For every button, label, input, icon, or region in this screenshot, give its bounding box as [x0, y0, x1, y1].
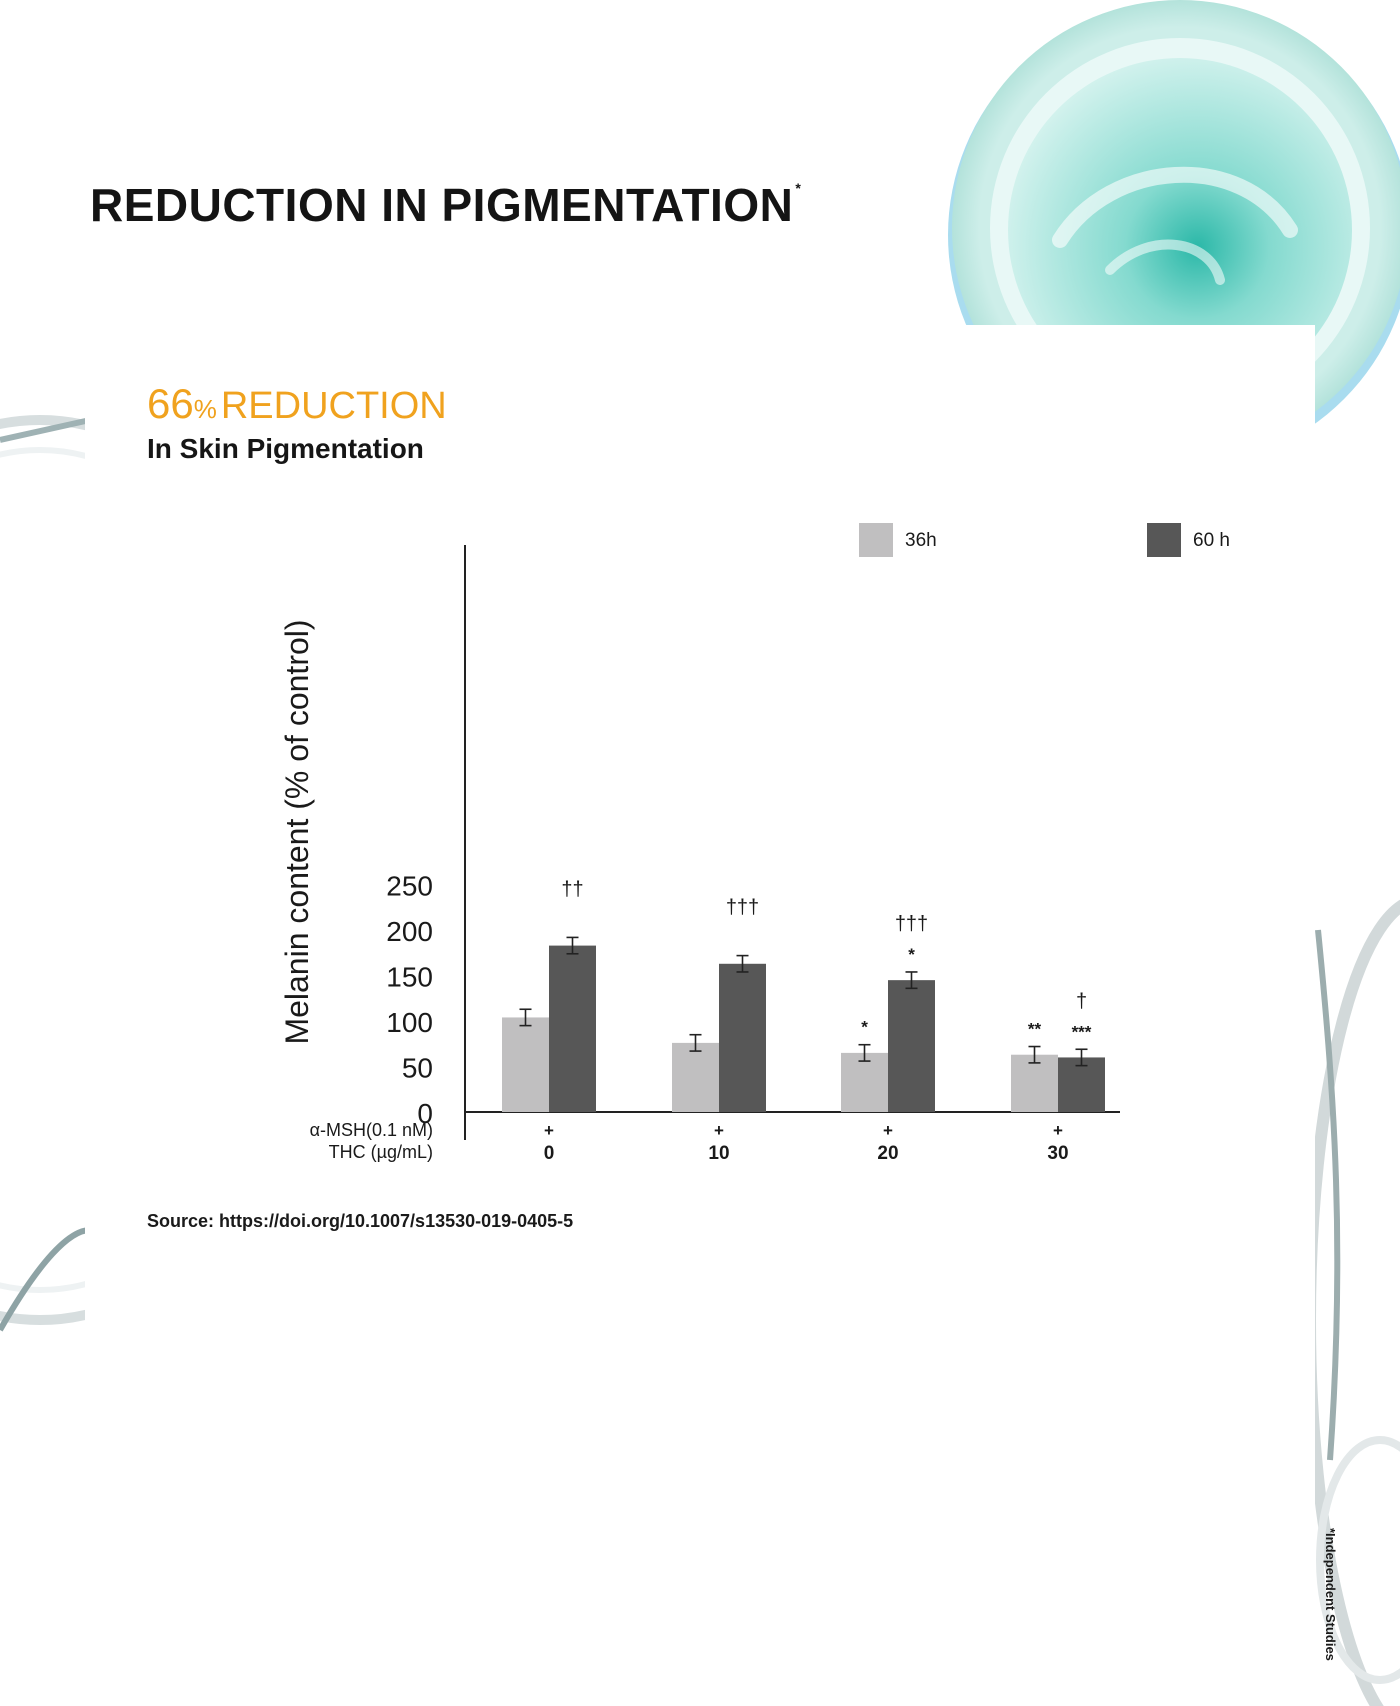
significance-mark: †† — [561, 878, 583, 900]
headline-percent: % — [193, 394, 217, 424]
x-category-labels: +0 +10 +20 +30 — [544, 1121, 1069, 1164]
significance-mark: † — [1076, 990, 1087, 1012]
msh-plus-label: + — [544, 1121, 554, 1140]
chart-legend: 36h 60 h — [859, 523, 1230, 557]
title-footnote-mark: * — [795, 180, 802, 196]
y-tick-label: 250 — [386, 871, 433, 902]
legend-label: 60 h — [1193, 530, 1230, 551]
y-tick-label: 100 — [386, 1007, 433, 1038]
page-title-text: REDUCTION IN PIGMENTATION — [90, 179, 794, 231]
significance-mark: * — [908, 945, 915, 964]
page-title: REDUCTION IN PIGMENTATION * — [90, 178, 801, 232]
bar-36h-30 — [1011, 1054, 1058, 1112]
bar-series: †††††**†††** ***† — [502, 878, 1105, 1112]
significance-mark: *** — [1072, 1022, 1092, 1041]
row-label-msh: α-MSH(0.1 nM) — [310, 1120, 433, 1140]
x-tick-label: 10 — [708, 1143, 729, 1164]
footnote-independent-studies: *Independent Studies — [1323, 1528, 1338, 1661]
bar-60h-30 — [1058, 1057, 1105, 1112]
y-tick-label: 0 — [417, 1098, 433, 1129]
content-card — [85, 325, 1315, 1706]
x-tick-label: 0 — [544, 1143, 555, 1164]
significance-mark: ** — [1028, 1020, 1042, 1039]
row-label-thc: THC (µg/mL) — [329, 1142, 433, 1162]
significance-mark: ††† — [895, 913, 928, 935]
significance-mark: ††† — [726, 897, 759, 919]
y-tick-label: 200 — [386, 916, 433, 947]
y-tick-labels: 0 50 100 150 200 250 — [386, 871, 433, 1129]
bar-60h-0 — [549, 945, 596, 1112]
bar-36h-10 — [672, 1042, 719, 1112]
msh-plus-label: + — [1053, 1121, 1063, 1140]
bar-36h-0 — [502, 1017, 549, 1112]
headline-number: 66 — [147, 380, 194, 427]
headline-stat: 66% REDUCTION — [147, 380, 447, 427]
bar-60h-10 — [719, 963, 766, 1112]
source-citation: Source: https://doi.org/10.1007/s13530-0… — [147, 1211, 574, 1231]
significance-mark: * — [861, 1018, 868, 1037]
x-tick-label: 30 — [1047, 1143, 1068, 1164]
legend-label: 36h — [905, 530, 937, 551]
y-axis-label: Melanin content (% of control) — [279, 619, 315, 1044]
legend-swatch — [1147, 523, 1181, 557]
y-tick-label: 50 — [402, 1053, 433, 1084]
legend-swatch — [859, 523, 893, 557]
x-tick-label: 20 — [877, 1143, 898, 1164]
bar-60h-20 — [888, 980, 935, 1112]
bar-36h-20 — [841, 1052, 888, 1112]
msh-plus-label: + — [883, 1121, 893, 1140]
subheadline: In Skin Pigmentation — [147, 433, 424, 464]
y-tick-label: 150 — [386, 962, 433, 993]
headline-word: REDUCTION — [220, 385, 447, 427]
msh-plus-label: + — [714, 1121, 724, 1140]
